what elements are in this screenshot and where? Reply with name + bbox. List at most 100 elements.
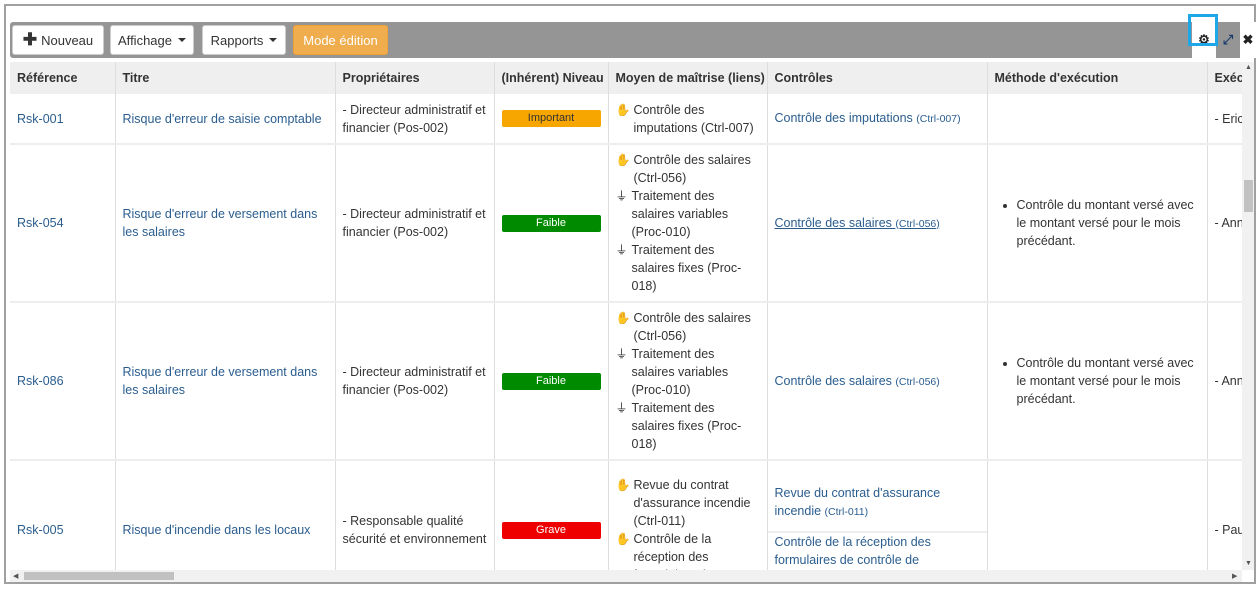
control-entry: Contrôle de la réception des formulaires… (775, 533, 980, 571)
means-item[interactable]: ⏚ Traitement des salaires variables (Proc… (616, 187, 760, 241)
means-cell: ✋ Contrôle des salaires (Ctrl-056) ⏚ Traite… (608, 302, 768, 461)
executor-cell: - Ann (1207, 302, 1242, 461)
method-item: Contrôle du montant versé avec le montan… (1017, 354, 1200, 408)
controls-cell: Contrôle des imputations (Ctrl-007) (767, 94, 988, 145)
control-id: (Ctrl-056) (895, 217, 940, 230)
new-button[interactable]: ✚ Nouveau (12, 25, 104, 55)
control-link[interactable]: Contrôle de la réception des formulaires… (774, 534, 931, 567)
controls-cell: Revue du contrat d'assurance incendie (C… (767, 460, 988, 571)
risk-grid-panel: ✚ Nouveau Affichage Rapports Mode édition… (4, 4, 1256, 584)
process-icon: ⏚ (615, 401, 628, 415)
process-icon: ⏚ (615, 189, 628, 203)
close-icon[interactable]: ✖ (1240, 22, 1256, 58)
reports-dropdown[interactable]: Rapports (202, 25, 286, 55)
title-cell: Risque d'erreur de saisie comptable (115, 94, 336, 145)
control-link[interactable]: Revue du contrat d'assurance incendie (C… (774, 485, 941, 518)
means-link[interactable]: Traitement des salaires variables (Proc-… (631, 189, 729, 239)
control-link[interactable]: Contrôle des salaires (Ctrl-056) (774, 373, 940, 388)
column-header[interactable]: Référence (10, 62, 116, 94)
caret-down-icon (177, 38, 186, 42)
method-cell: Contrôle du montant versé avec le montan… (987, 144, 1208, 303)
control-hand-icon: ✋ (615, 532, 631, 546)
means-item[interactable]: ⏚ Traitement des salaires fixes (Proc-018… (616, 399, 760, 453)
means-link[interactable]: Contrôle des imputations (Ctrl-007) (633, 102, 754, 135)
vertical-scroll-thumb[interactable] (1244, 180, 1253, 212)
level-badge: Faible (501, 372, 601, 390)
column-header[interactable]: (Inhérent) Niveau (494, 62, 609, 94)
method-cell (987, 460, 1208, 570)
reference-link[interactable]: Rsk-001 (17, 111, 64, 126)
table-row[interactable]: Rsk-001 Risque d'erreur de saisie comptab… (10, 94, 1242, 145)
risk-table: Référence Titre Propriétaires (Inhérent) Ni… (10, 62, 1242, 570)
reference-link[interactable]: Rsk-005 (17, 523, 64, 537)
means-cell: ✋ Contrôle des salaires (Ctrl-056) ⏚ Traite… (608, 144, 768, 303)
means-link[interactable]: Contrôle de la réception des formulaires… (633, 532, 712, 570)
control-entry: Contrôle des salaires (Ctrl-056) (775, 214, 980, 233)
means-link[interactable]: Contrôle des salaires (Ctrl-056) (633, 153, 751, 185)
control-link[interactable]: Contrôle des imputations (Ctrl-007) (774, 111, 961, 125)
column-header[interactable]: Contrôles (767, 62, 988, 94)
executor-cell: - Eric (1207, 94, 1242, 145)
means-item[interactable]: ⏚ Traitement des salaires variables (Proc… (616, 345, 760, 399)
means-link[interactable]: Traitement des salaires fixes (Proc-018) (631, 243, 742, 293)
means-link[interactable]: Revue du contrat d'assurance incendie (C… (633, 478, 751, 528)
owner-cell: - Directeur administratif et financier (… (335, 302, 495, 461)
owner-cell: - Directeur administratif et financier (… (335, 144, 495, 303)
means-link[interactable]: Contrôle des salaires (Ctrl-056) (633, 311, 751, 343)
title-link[interactable]: Risque d'erreur de versement dans les sa… (122, 365, 318, 397)
level-badge: Grave (501, 521, 601, 539)
reference-cell: Rsk-005 (10, 460, 116, 570)
means-item[interactable]: ⏚ Traitement des salaires fixes (Proc-018… (616, 241, 760, 295)
table-row[interactable]: Rsk-054 Risque d'erreur de versement dans… (10, 144, 1242, 303)
level-cell: Faible (494, 144, 609, 303)
column-header[interactable]: Exéc (1207, 62, 1242, 94)
column-header[interactable]: Propriétaires (335, 62, 495, 94)
title-cell: Risque d'erreur de versement dans les sa… (115, 302, 336, 461)
caret-down-icon (269, 38, 278, 42)
reference-cell: Rsk-001 (10, 94, 116, 145)
control-entry: Contrôle des salaires (Ctrl-056) (775, 372, 980, 391)
means-link[interactable]: Traitement des salaires variables (Proc-… (631, 347, 729, 397)
vertical-scrollbar[interactable]: ▲ ▼ (1242, 62, 1254, 570)
reference-link[interactable]: Rsk-086 (17, 374, 64, 388)
edit-mode-button[interactable]: Mode édition (293, 25, 388, 55)
control-entry: Revue du contrat d'assurance incendie (C… (767, 474, 987, 533)
table-row[interactable]: Rsk-005 Risque d'incendie dans les locaux… (10, 460, 1242, 570)
means-cell: ✋ Contrôle des imputations (Ctrl-007) (608, 94, 768, 145)
means-item[interactable]: ✋Contrôle de la réception des formulaire… (616, 530, 760, 570)
reference-cell: Rsk-086 (10, 302, 116, 461)
title-link[interactable]: Risque d'incendie dans les locaux (122, 523, 311, 537)
horizontal-scroll-thumb[interactable] (24, 572, 174, 580)
control-hand-icon: ✋ (615, 153, 631, 167)
title-link[interactable]: Risque d'erreur de versement dans les sa… (122, 207, 318, 239)
gear-icon[interactable]: ⚙ (1192, 22, 1216, 58)
means-item[interactable]: ✋ Contrôle des salaires (Ctrl-056) (616, 309, 760, 345)
table-row[interactable]: Rsk-086 Risque d'erreur de versement dans… (10, 302, 1242, 461)
title-link[interactable]: Risque d'erreur de saisie comptable (122, 111, 322, 126)
column-header[interactable]: Titre (115, 62, 336, 94)
level-badge: Faible (501, 214, 601, 232)
expand-icon[interactable]: ⤢ (1222, 32, 1234, 47)
means-item[interactable]: ✋ Contrôle des salaires (Ctrl-056) (616, 151, 760, 187)
controls-cell: Contrôle des salaires (Ctrl-056) (767, 302, 988, 461)
column-header[interactable]: Méthode d'exécution (987, 62, 1208, 94)
control-entry: Contrôle des imputations (Ctrl-007) (775, 109, 980, 128)
column-header[interactable]: Moyen de maîtrise (liens) (608, 62, 768, 94)
reference-link[interactable]: Rsk-054 (17, 216, 64, 230)
means-link[interactable]: Traitement des salaires fixes (Proc-018) (631, 401, 742, 451)
title-cell: Risque d'erreur de versement dans les sa… (115, 144, 336, 303)
level-cell: Important (494, 94, 609, 145)
control-hand-icon: ✋ (615, 102, 631, 117)
control-id: (Ctrl-011) (824, 505, 869, 518)
process-icon: ⏚ (615, 347, 628, 361)
horizontal-scrollbar[interactable]: ◀ ▶ (10, 570, 1242, 582)
highlight-box (1188, 14, 1218, 46)
means-item[interactable]: ✋ Revue du contrat d'assurance incendie (… (616, 476, 760, 530)
display-dropdown[interactable]: Affichage (110, 25, 194, 55)
control-link[interactable]: Contrôle des salaires (Ctrl-056) (774, 215, 940, 230)
title-cell: Risque d'incendie dans les locaux (115, 460, 336, 570)
method-list: Contrôle du montant versé avec le montan… (995, 196, 1200, 250)
owner-cell: - Responsable qualité sécurité et enviro… (335, 460, 495, 570)
executor-cell: - Ann (1207, 144, 1242, 303)
means-item[interactable]: ✋ Contrôle des imputations (Ctrl-007) (616, 101, 760, 137)
